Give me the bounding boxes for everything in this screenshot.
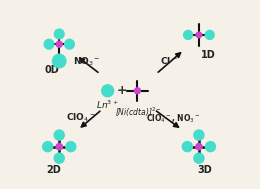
Text: 1D: 1D — [201, 50, 216, 60]
Text: NO$_3$$^-$: NO$_3$$^-$ — [73, 56, 100, 68]
Circle shape — [196, 32, 202, 38]
Circle shape — [53, 54, 66, 68]
Text: 2D: 2D — [46, 165, 61, 175]
Circle shape — [43, 142, 53, 152]
Circle shape — [182, 142, 192, 152]
Text: Cl$^-$: Cl$^-$ — [160, 55, 178, 66]
Circle shape — [134, 88, 140, 94]
Circle shape — [205, 30, 214, 39]
Circle shape — [194, 130, 204, 140]
Circle shape — [196, 143, 202, 150]
Circle shape — [54, 153, 64, 163]
Text: +: + — [116, 84, 127, 97]
Circle shape — [44, 39, 54, 49]
Circle shape — [56, 41, 62, 47]
Text: 0D: 0D — [44, 65, 59, 75]
Circle shape — [54, 29, 64, 39]
Text: [Ni(cdta)]$^{2-}$: [Ni(cdta)]$^{2-}$ — [115, 105, 162, 119]
Circle shape — [102, 85, 114, 97]
Text: 3D: 3D — [197, 165, 212, 175]
Circle shape — [54, 130, 64, 140]
Circle shape — [56, 143, 62, 150]
Circle shape — [184, 30, 193, 39]
Circle shape — [194, 153, 204, 163]
Circle shape — [66, 142, 76, 152]
Circle shape — [65, 39, 74, 49]
Text: ClO$_4$$^-$: ClO$_4$$^-$ — [66, 112, 95, 124]
Text: Ln$^{3+}$: Ln$^{3+}$ — [96, 98, 119, 111]
Text: ClO$_4$$^-$, NO$_3$$^-$: ClO$_4$$^-$, NO$_3$$^-$ — [146, 112, 201, 125]
Circle shape — [205, 142, 216, 152]
